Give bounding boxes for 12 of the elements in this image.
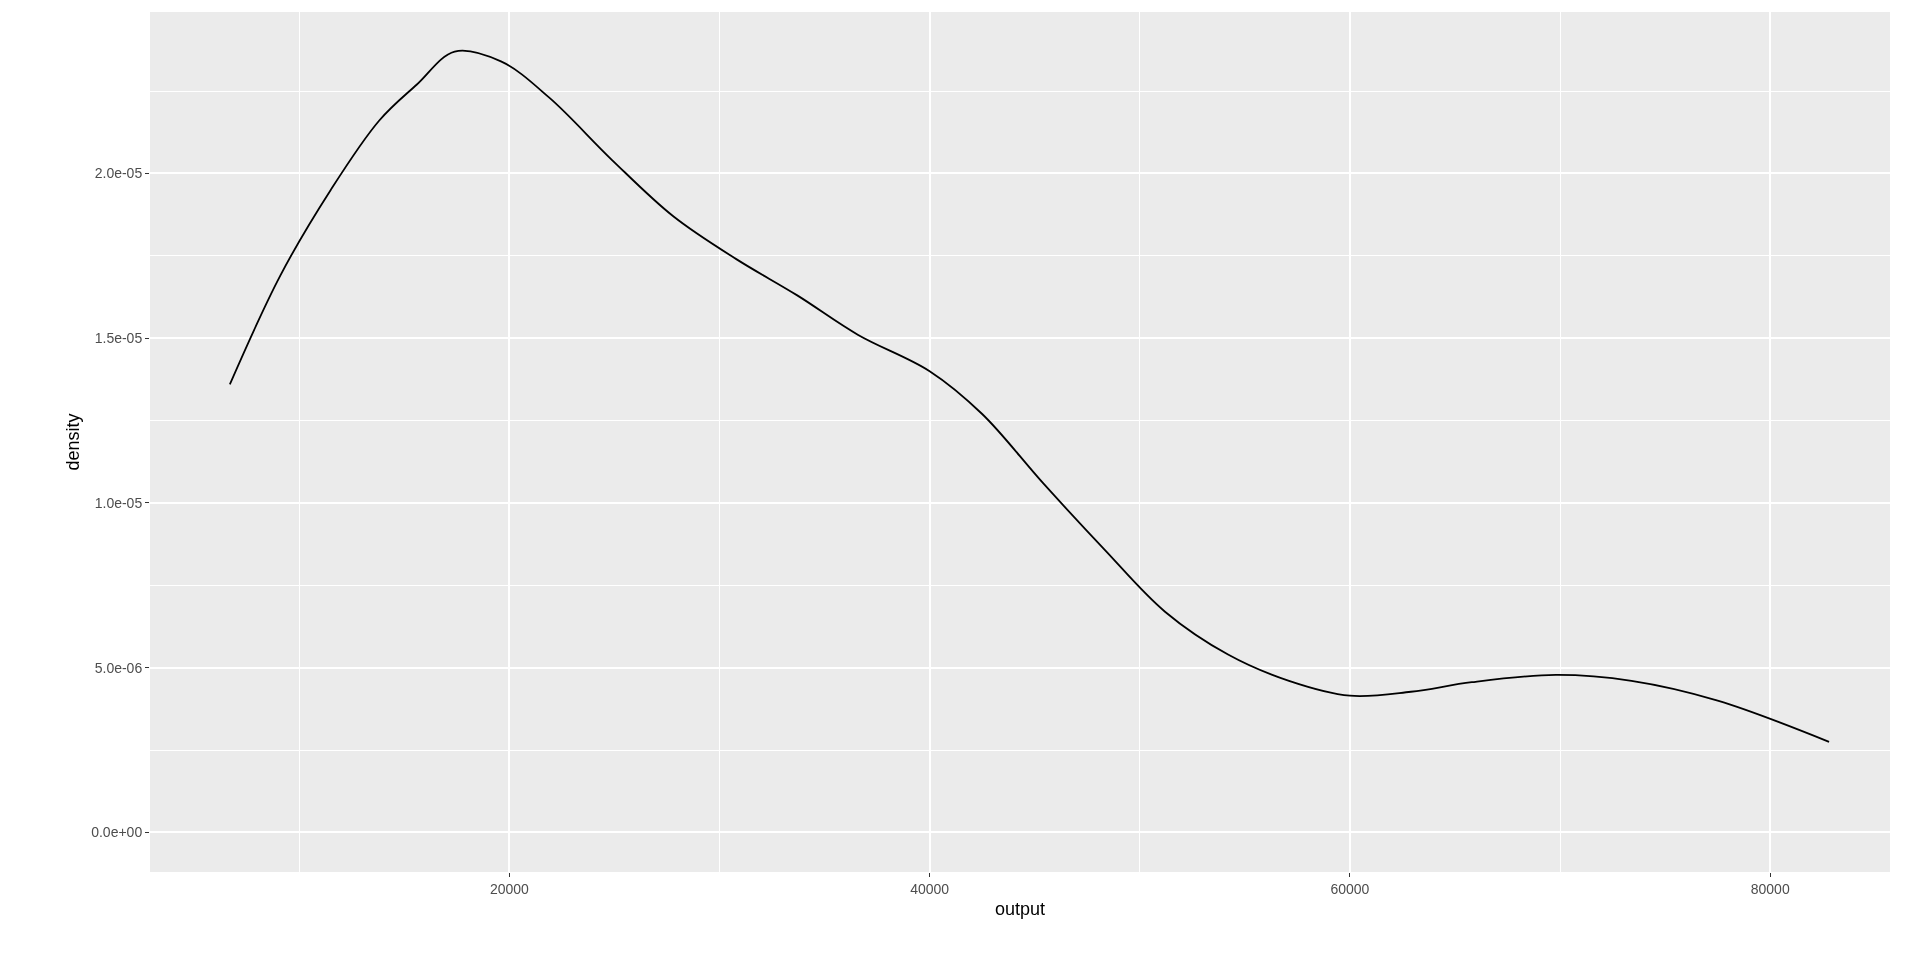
y-tick-label: 5.0e-06 [94,659,143,676]
x-tick-label: 80000 [1750,880,1790,897]
y-tick-label: 1.0e-05 [94,494,143,511]
y-tick-label: 2.0e-05 [94,165,143,182]
x-tick-label: 40000 [910,880,950,897]
x-tick-label: 60000 [1330,880,1370,897]
y-axis-title: density [63,413,84,471]
line-series [228,50,1830,743]
x-axis-title: output [994,898,1046,919]
y-tick-label: 1.5e-05 [94,330,143,347]
x-tick-label: 20000 [489,880,530,897]
y-tick-label: 0.0e+00 [91,824,143,841]
